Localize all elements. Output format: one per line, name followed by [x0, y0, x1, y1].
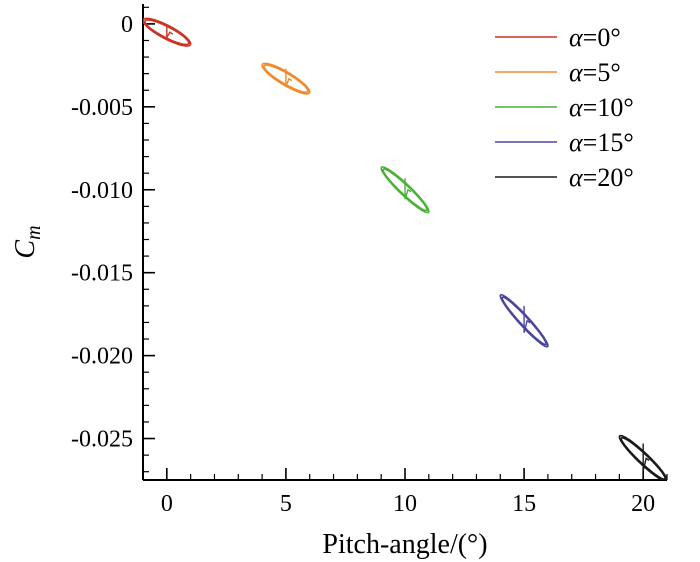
legend-label: α=10° [569, 93, 634, 122]
legend: α=0° α=5° α=10° α=15° α=20° [495, 23, 634, 192]
y-tick-label: -0.015 [71, 261, 133, 287]
series-transient-4 [642, 443, 650, 471]
series-transient-3 [523, 305, 531, 333]
y-tick-label: -0.025 [71, 427, 133, 453]
legend-label: α=0° [569, 23, 621, 52]
series-transient-0 [166, 25, 174, 41]
series-transient-1 [285, 68, 293, 87]
legend-label: α=15° [569, 128, 634, 157]
x-tick-label: 15 [512, 491, 536, 517]
y-tick-label: -0.010 [71, 178, 133, 204]
legend-label: α=5° [569, 58, 621, 87]
series-loop-3 [499, 294, 549, 348]
legend-label: α=20° [569, 163, 634, 192]
series-transient-2 [404, 178, 412, 200]
x-tick-label: 10 [393, 491, 417, 517]
y-tick-label: -0.005 [71, 95, 133, 121]
series-layer [143, 17, 667, 480]
series-loop-1 [261, 62, 311, 95]
x-tick-label: 5 [280, 491, 292, 517]
x-tick-label: 20 [631, 491, 655, 517]
x-tick-label: 0 [161, 491, 173, 517]
series-loop-4 [618, 434, 667, 480]
y-tick-label: -0.020 [71, 344, 133, 370]
y-axis-title-sub: m [23, 225, 45, 239]
y-axis-title-main: C [10, 240, 41, 259]
axes: 0 5 10 15 20 0 -0.005 -0.010 -0.015 -0.020 -0.025 [71, 4, 668, 517]
y-axis-title: Cm [10, 225, 45, 258]
x-axis-title: Pitch-angle/(°) [322, 529, 487, 560]
series-loop-2 [380, 166, 430, 214]
series-loop-0 [143, 17, 192, 47]
y-tick-label: 0 [121, 12, 133, 38]
